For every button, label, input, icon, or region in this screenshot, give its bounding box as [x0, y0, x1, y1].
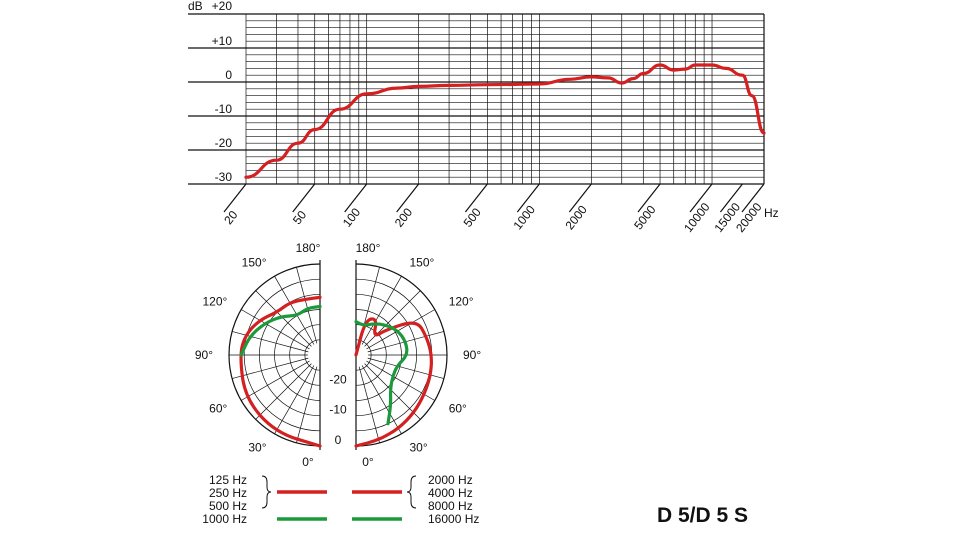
- x-tick-mark: [292, 183, 316, 213]
- polar-series: [239, 295, 433, 448]
- y-axis-label: dB: [188, 0, 203, 13]
- polar-curve: [239, 304, 322, 357]
- polar-spoke: [274, 365, 315, 434]
- polar-angle-label: 120°: [449, 295, 474, 309]
- x-tick-label: 10000: [681, 200, 713, 235]
- legend-right-label: 16000 Hz: [428, 512, 479, 526]
- x-tick-label: 20: [221, 208, 240, 227]
- polar-spoke: [364, 363, 421, 420]
- polar-spoke: [232, 357, 309, 379]
- legend-left-label: 125 Hz: [209, 473, 247, 487]
- polar-angle-label: 180°: [296, 241, 321, 255]
- polar-angle-label: 150°: [242, 255, 267, 269]
- frequency-response-chart: 20 50 100 200 500 1000 2000 5000 100001500020000…: [188, 0, 779, 235]
- polar-angle-label: 90°: [463, 348, 481, 362]
- polar-angle-labels: 0° 0° 30° 30° 60° 60° 90° 90° 120° 120° 150° 150° 18…: [195, 241, 482, 469]
- y-tick-label: -20: [215, 136, 233, 150]
- x-tick-label: 500: [461, 205, 485, 230]
- polar-spoke: [255, 290, 312, 347]
- polar-spoke: [241, 309, 310, 350]
- legend-left-label: 1000 Hz: [202, 512, 247, 526]
- x-tick-mark: [741, 183, 765, 213]
- polar-spoke: [232, 331, 309, 353]
- x-tick-mark: [719, 183, 743, 213]
- polar-angle-label: 0°: [362, 455, 374, 469]
- polar-angle-label: 120°: [202, 295, 227, 309]
- polar-ring-label: 0: [335, 433, 342, 447]
- polar-ring-label: -10: [329, 403, 347, 417]
- legend-left-label: 250 Hz: [209, 486, 247, 500]
- x-tick-mark: [568, 183, 592, 213]
- polar-curve: [354, 317, 433, 448]
- polar-spoke: [274, 276, 315, 345]
- y-tick-label: -30: [215, 170, 233, 184]
- polar-curve: [354, 320, 409, 426]
- x-tick-label: 50: [290, 208, 309, 227]
- y-tick-label: +20: [212, 0, 233, 13]
- x-tick-mark: [223, 183, 247, 213]
- x-tick-label: 2000: [562, 202, 590, 232]
- polar-spoke: [241, 360, 310, 401]
- y-tick-label: 0: [225, 68, 232, 82]
- polar-spoke: [364, 290, 421, 347]
- polar-ring-label: -20: [329, 372, 347, 386]
- y-tick-label: +10: [212, 34, 233, 48]
- x-tick-mark: [689, 183, 713, 213]
- polar-spoke: [361, 276, 402, 345]
- x-tick-label: 100: [340, 205, 364, 230]
- frequency-response-line: [244, 63, 766, 179]
- polar-spoke: [361, 365, 402, 434]
- legend-left-brace: [261, 475, 272, 509]
- frequency-y-ticks: +20 +10 0 -10 -20 -30: [212, 0, 233, 184]
- polar-spoke: [296, 267, 318, 344]
- polar-grid: [228, 260, 448, 450]
- polar-angle-label: 0°: [302, 455, 314, 469]
- x-axis-unit: Hz: [764, 206, 779, 220]
- polar-angle-label: 30°: [248, 441, 266, 455]
- polar-angle-label: 60°: [449, 402, 467, 416]
- frequency-grid: [188, 13, 765, 185]
- x-tick-mark: [344, 183, 368, 213]
- polar-spoke: [366, 309, 435, 350]
- polar-spoke: [296, 366, 318, 443]
- polar-pattern-chart: 0° 0° 30° 30° 60° 60° 90° 90° 120° 120° 150° 150° 18…: [195, 241, 482, 469]
- legend-left-label: 500 Hz: [209, 499, 247, 513]
- polar-angle-label: 150°: [410, 255, 435, 269]
- x-tick-mark: [637, 183, 661, 213]
- legend-right-label: 8000 Hz: [428, 499, 473, 513]
- legend-right-label: 4000 Hz: [428, 486, 473, 500]
- polar-spoke: [358, 366, 380, 443]
- y-tick-label: -10: [215, 102, 233, 116]
- polar-angle-label: 90°: [195, 348, 213, 362]
- frequency-series: [244, 63, 766, 179]
- polar-angle-label: 30°: [410, 441, 428, 455]
- legend-right-label: 2000 Hz: [428, 473, 473, 487]
- x-tick-mark: [516, 183, 540, 213]
- polar-angle-label: 60°: [209, 402, 227, 416]
- x-tick-mark: [464, 183, 488, 213]
- x-tick-label: 5000: [631, 202, 659, 232]
- x-tick-mark: [396, 183, 420, 213]
- model-label: D 5/D 5 S: [657, 504, 748, 527]
- polar-spoke: [255, 363, 312, 420]
- polar-angle-label: 180°: [356, 241, 381, 255]
- x-tick-label: 200: [392, 205, 416, 230]
- polar-curve: [239, 295, 322, 448]
- x-tick-label: 1000: [510, 202, 538, 232]
- legend-right-brace: [406, 475, 417, 509]
- polar-ring-labels: 0 -10 -20: [329, 372, 347, 447]
